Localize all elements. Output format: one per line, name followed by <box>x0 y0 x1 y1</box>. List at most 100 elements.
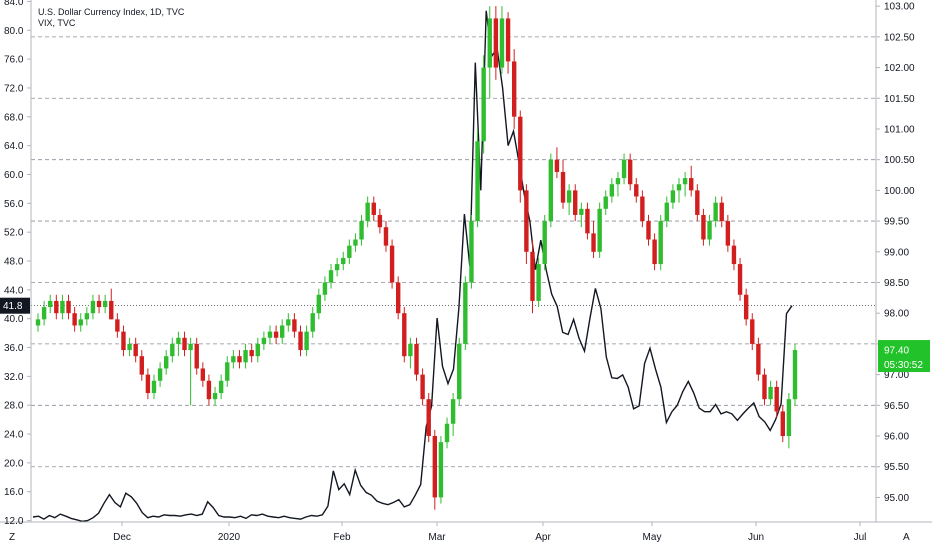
candle-body <box>182 337 187 351</box>
candle <box>499 6 505 74</box>
candle-body <box>682 178 688 185</box>
candle-body <box>579 208 584 215</box>
vix-series <box>32 10 793 523</box>
candle <box>371 196 376 222</box>
left-tick-label: 36.0 <box>4 343 24 354</box>
candle-body <box>383 227 389 246</box>
candle <box>670 184 676 209</box>
candle-body <box>743 294 749 320</box>
left-tick-label: 64.0 <box>4 141 24 152</box>
candle-body <box>646 221 651 240</box>
candle-body <box>701 214 706 240</box>
candle-body <box>640 196 645 222</box>
candle-body <box>90 300 96 314</box>
candle <box>84 307 90 326</box>
candle-body <box>695 190 700 215</box>
candle-body <box>591 233 596 252</box>
candle <box>627 153 633 191</box>
candle <box>414 337 419 381</box>
candle <box>420 368 425 406</box>
candle-body <box>212 393 218 400</box>
candle-body <box>432 436 438 498</box>
candle-body <box>756 343 761 375</box>
candle <box>719 196 724 228</box>
candle <box>170 337 175 363</box>
candle <box>762 368 767 406</box>
candle <box>786 393 792 449</box>
candle-body <box>353 239 358 246</box>
candle-body <box>725 221 731 246</box>
candle <box>377 208 383 234</box>
left-tick-label: 52.0 <box>4 228 24 239</box>
candle <box>701 208 706 246</box>
right-tick-label: 98.00 <box>884 309 909 320</box>
candle <box>768 380 773 406</box>
candle <box>151 374 157 400</box>
candle <box>640 190 645 228</box>
vix-last-value: 41.8 <box>3 301 23 312</box>
candle-body <box>170 343 175 357</box>
candle-body <box>573 190 578 215</box>
right-tick-label: 101.50 <box>884 94 915 105</box>
candle <box>133 337 138 363</box>
candle <box>792 343 798 406</box>
candle <box>603 190 608 215</box>
candle <box>102 294 108 314</box>
candle <box>145 368 151 400</box>
auto-scale-button[interactable]: A <box>903 532 910 543</box>
candle-body <box>689 178 694 191</box>
candle-body <box>524 190 529 252</box>
candle <box>200 362 206 387</box>
candle-body <box>511 61 517 117</box>
candle <box>72 307 77 332</box>
candle-body <box>66 300 71 314</box>
candle <box>206 374 212 406</box>
candle-body <box>627 159 633 185</box>
timezone-button[interactable]: Z <box>9 532 15 543</box>
time-axis[interactable]: Dec 2020 Feb Mar Apr May Jun Jul <box>113 522 866 543</box>
left-price-axis[interactable]: 84.0 80.0 76.0 72.0 68.0 64.0 60.0 56.0 52.0 48.0… <box>4 0 31 527</box>
candle <box>273 325 279 344</box>
candle <box>347 239 352 265</box>
left-tick-label: 72.0 <box>4 83 24 94</box>
candle <box>365 196 370 228</box>
candle-body <box>267 331 273 338</box>
left-tick-label: 28.0 <box>4 401 24 412</box>
candle-body <box>566 190 572 203</box>
x-tick-label: 2020 <box>218 532 241 543</box>
candle-body <box>762 374 767 400</box>
candle-body <box>780 411 785 437</box>
candle <box>157 362 163 387</box>
left-tick-label: 68.0 <box>4 112 24 123</box>
x-tick-label: May <box>643 532 662 543</box>
candle-body <box>249 350 254 357</box>
candle-body <box>347 245 352 258</box>
candle-body <box>121 331 126 351</box>
right-price-axis[interactable]: 103.00 102.50 102.00 101.50 101.00 100.50 100.… <box>876 2 915 504</box>
candle <box>304 325 309 357</box>
candle <box>609 178 615 203</box>
candle-body <box>737 264 743 295</box>
candle <box>353 233 358 252</box>
candle-body <box>536 264 541 301</box>
candle-body <box>310 313 315 332</box>
candle-body <box>505 18 511 62</box>
candle <box>115 313 120 338</box>
candle <box>737 257 743 301</box>
x-tick-label: Jul <box>854 532 867 543</box>
candle <box>634 178 639 203</box>
candle <box>334 257 340 277</box>
right-tick-label: 95.50 <box>884 462 909 473</box>
dxy-price-badge: 97.40 05:30:52 <box>878 340 930 373</box>
right-tick-label: 96.50 <box>884 401 909 412</box>
candle-body <box>389 245 395 283</box>
candle-body <box>676 184 682 191</box>
candle <box>457 337 462 406</box>
candle <box>756 337 761 381</box>
candle <box>530 239 535 314</box>
candle <box>432 429 438 510</box>
candle <box>518 110 523 203</box>
candle <box>646 214 651 246</box>
